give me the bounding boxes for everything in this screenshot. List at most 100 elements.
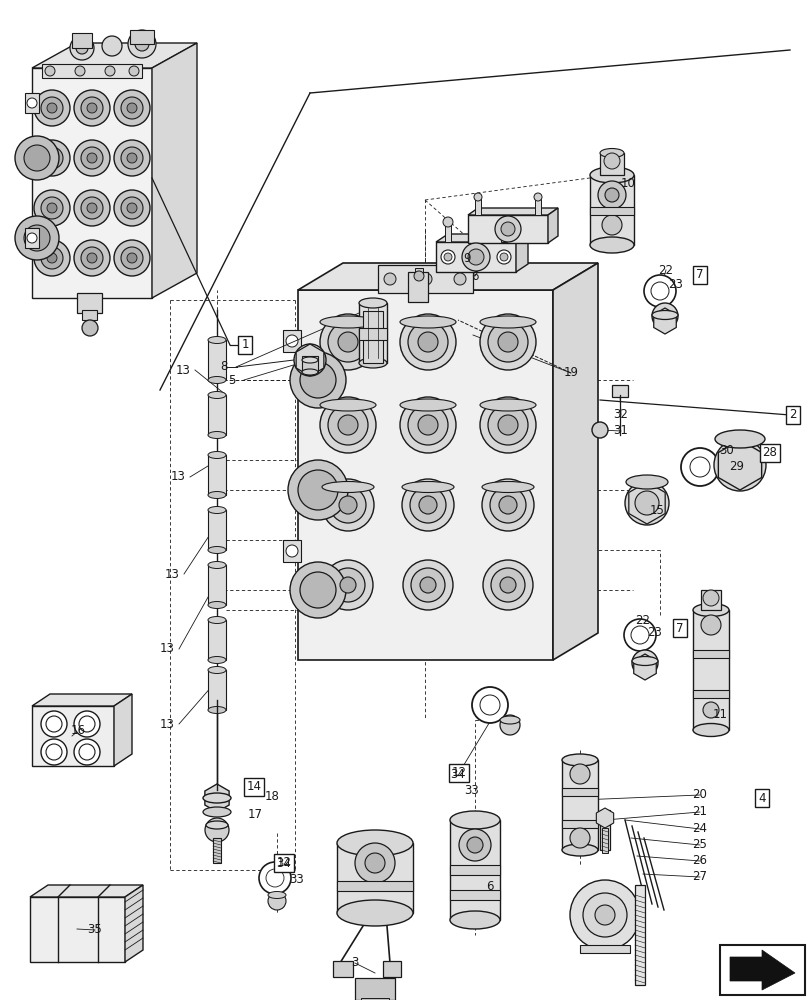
Bar — [283, 330, 301, 352]
Bar — [358, 303, 387, 363]
Circle shape — [15, 136, 59, 180]
Text: 13: 13 — [160, 717, 174, 730]
Ellipse shape — [449, 811, 500, 829]
Circle shape — [328, 322, 367, 362]
Circle shape — [634, 491, 659, 515]
Bar — [601, 828, 607, 853]
Bar — [302, 356, 318, 372]
Text: 24: 24 — [692, 822, 706, 835]
Polygon shape — [204, 784, 229, 812]
Ellipse shape — [206, 821, 228, 829]
Text: 12: 12 — [451, 766, 466, 780]
Circle shape — [591, 422, 607, 438]
Circle shape — [569, 828, 590, 848]
Bar — [599, 153, 623, 175]
Bar — [383, 961, 401, 977]
Circle shape — [689, 457, 709, 477]
Circle shape — [34, 140, 70, 176]
Bar — [354, 978, 394, 1000]
Ellipse shape — [631, 656, 657, 666]
Circle shape — [402, 560, 453, 610]
Circle shape — [365, 853, 384, 873]
Bar — [692, 610, 728, 730]
Circle shape — [400, 314, 456, 370]
Text: 4: 4 — [757, 791, 765, 804]
Ellipse shape — [479, 399, 535, 411]
Circle shape — [102, 36, 122, 56]
Circle shape — [702, 702, 718, 718]
Circle shape — [121, 97, 143, 119]
Circle shape — [81, 147, 103, 169]
Circle shape — [650, 282, 668, 300]
Bar — [700, 590, 720, 610]
Circle shape — [453, 273, 466, 285]
Circle shape — [479, 397, 535, 453]
Text: 23: 23 — [667, 277, 683, 290]
Text: 20: 20 — [692, 788, 706, 801]
Polygon shape — [515, 234, 527, 272]
Circle shape — [27, 233, 37, 243]
Circle shape — [288, 460, 348, 520]
Circle shape — [74, 711, 100, 737]
Polygon shape — [628, 482, 664, 524]
Circle shape — [487, 322, 527, 362]
Circle shape — [15, 216, 59, 260]
Bar — [337, 843, 413, 913]
Ellipse shape — [208, 562, 225, 568]
Ellipse shape — [692, 603, 728, 616]
Circle shape — [400, 397, 456, 453]
Circle shape — [41, 711, 67, 737]
Ellipse shape — [208, 376, 225, 383]
Circle shape — [47, 103, 57, 113]
Circle shape — [410, 487, 445, 523]
Text: 32: 32 — [613, 408, 628, 422]
Bar — [449, 890, 500, 900]
Circle shape — [496, 250, 510, 264]
Ellipse shape — [208, 706, 225, 713]
Ellipse shape — [599, 149, 623, 158]
Bar — [72, 33, 92, 48]
Ellipse shape — [692, 723, 728, 736]
Text: 13: 13 — [160, 642, 174, 656]
Text: 14: 14 — [247, 780, 261, 793]
Circle shape — [354, 843, 394, 883]
Bar — [444, 224, 450, 242]
Circle shape — [623, 619, 655, 651]
Bar — [692, 650, 728, 658]
Circle shape — [47, 253, 57, 263]
Ellipse shape — [561, 844, 597, 856]
Polygon shape — [30, 885, 143, 897]
Circle shape — [384, 273, 396, 285]
Bar — [719, 945, 804, 995]
Text: 17: 17 — [247, 808, 262, 821]
Circle shape — [414, 271, 423, 281]
Polygon shape — [296, 344, 324, 376]
Bar — [333, 961, 353, 977]
Circle shape — [407, 405, 448, 445]
Circle shape — [45, 66, 55, 76]
Ellipse shape — [320, 399, 375, 411]
Text: 33: 33 — [464, 784, 478, 796]
Text: 10: 10 — [620, 177, 635, 190]
Ellipse shape — [401, 482, 453, 492]
Text: 29: 29 — [728, 460, 744, 474]
Circle shape — [34, 90, 70, 126]
Circle shape — [569, 764, 590, 784]
Circle shape — [499, 217, 508, 227]
Polygon shape — [32, 68, 152, 298]
Polygon shape — [152, 43, 197, 298]
Circle shape — [323, 560, 372, 610]
Circle shape — [128, 30, 156, 58]
Circle shape — [702, 590, 718, 606]
Ellipse shape — [208, 491, 225, 498]
Bar — [611, 385, 627, 397]
Circle shape — [479, 314, 535, 370]
Polygon shape — [467, 215, 547, 243]
Text: 12: 12 — [277, 856, 291, 869]
Bar — [449, 865, 500, 875]
Polygon shape — [552, 263, 597, 660]
Circle shape — [47, 153, 57, 163]
Ellipse shape — [358, 358, 387, 368]
Circle shape — [604, 188, 618, 202]
Bar — [561, 760, 597, 850]
